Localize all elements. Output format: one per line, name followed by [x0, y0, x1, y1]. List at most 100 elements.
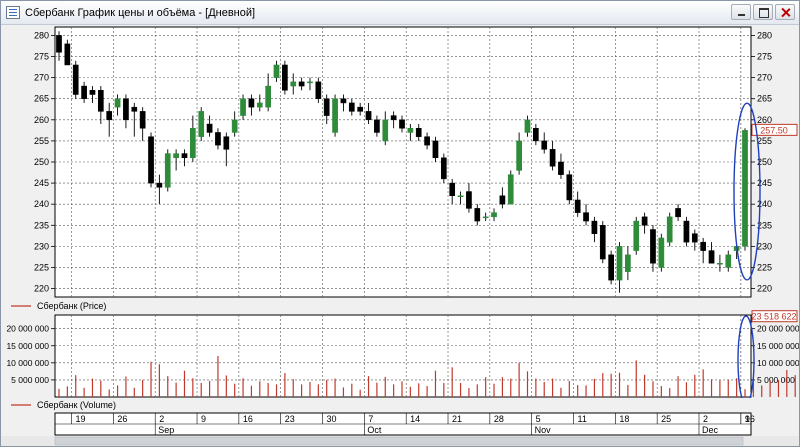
candle[interactable]: [616, 242, 623, 293]
candle[interactable]: [432, 136, 439, 162]
candle[interactable]: [516, 132, 522, 175]
minimize-button[interactable]: [731, 4, 751, 20]
candle[interactable]: [415, 124, 422, 141]
candle[interactable]: [223, 132, 230, 167]
candle[interactable]: [198, 107, 205, 141]
candle[interactable]: [641, 212, 648, 234]
candle[interactable]: [123, 94, 129, 129]
price-tick-label-left: 225: [34, 262, 49, 272]
candlestick-series[interactable]: [56, 31, 748, 293]
volume-bar-series[interactable]: [58, 317, 799, 397]
candle[interactable]: [466, 183, 472, 213]
candle[interactable]: [474, 204, 481, 226]
candle[interactable]: [139, 107, 146, 141]
candle[interactable]: [407, 124, 414, 141]
candle[interactable]: [114, 94, 121, 116]
candle[interactable]: [323, 94, 330, 125]
candle[interactable]: [290, 73, 297, 95]
candle[interactable]: [231, 111, 238, 137]
candle[interactable]: [658, 233, 665, 272]
candle[interactable]: [625, 246, 631, 281]
scrollbar-thumb[interactable]: [54, 436, 744, 446]
candle[interactable]: [148, 132, 154, 188]
close-button[interactable]: [775, 4, 795, 20]
title-bar[interactable]: Сбербанк График цены и объёма - [Дневной…: [1, 1, 799, 25]
candle[interactable]: [131, 102, 138, 137]
candle[interactable]: [240, 94, 246, 120]
candle[interactable]: [348, 98, 355, 116]
maximize-button[interactable]: [753, 4, 773, 20]
candle[interactable]: [256, 94, 263, 112]
candle[interactable]: [315, 77, 322, 103]
candle[interactable]: [424, 132, 430, 150]
candle[interactable]: [298, 77, 305, 91]
candle-body-down: [683, 220, 690, 243]
candle[interactable]: [365, 102, 372, 125]
candle[interactable]: [482, 212, 489, 222]
candle[interactable]: [700, 237, 707, 264]
candle[interactable]: [541, 132, 548, 154]
candle[interactable]: [332, 94, 338, 137]
candle[interactable]: [449, 178, 456, 205]
candle[interactable]: [549, 140, 556, 171]
price-volume-chart[interactable]: 280275270265260255250245240235230225220 …: [1, 25, 799, 446]
candle-body-up: [382, 119, 389, 142]
candle[interactable]: [650, 225, 656, 272]
candle[interactable]: [340, 94, 347, 112]
candle-body-up: [725, 254, 732, 268]
candle[interactable]: [708, 242, 715, 264]
candle[interactable]: [173, 149, 179, 171]
candle[interactable]: [382, 111, 389, 146]
time-day-label: 9: [745, 414, 750, 424]
candle[interactable]: [558, 153, 564, 179]
candle[interactable]: [273, 60, 280, 82]
candle[interactable]: [390, 111, 397, 129]
candle[interactable]: [215, 128, 221, 150]
candle[interactable]: [56, 31, 62, 61]
candle[interactable]: [181, 149, 188, 167]
candle[interactable]: [206, 115, 213, 137]
candle[interactable]: [307, 77, 313, 91]
candle[interactable]: [608, 250, 614, 285]
candle[interactable]: [599, 221, 606, 264]
candle[interactable]: [691, 229, 698, 251]
candle[interactable]: [683, 216, 690, 247]
candle[interactable]: [265, 73, 271, 112]
candle[interactable]: [374, 115, 380, 137]
candle[interactable]: [499, 187, 506, 209]
candle[interactable]: [81, 81, 87, 103]
candle[interactable]: [742, 128, 748, 251]
candle[interactable]: [524, 115, 531, 137]
price-tick-label-left: 265: [34, 94, 49, 104]
candle[interactable]: [357, 102, 364, 116]
candle[interactable]: [507, 170, 514, 205]
candle-body-down: [675, 208, 681, 218]
candle[interactable]: [491, 208, 497, 222]
candle[interactable]: [440, 153, 447, 184]
candle[interactable]: [399, 115, 405, 133]
candle[interactable]: [164, 149, 171, 192]
candle-body-up: [114, 98, 121, 108]
candle[interactable]: [566, 170, 573, 205]
candle[interactable]: [64, 39, 71, 66]
candle[interactable]: [574, 191, 581, 217]
candle[interactable]: [106, 102, 113, 137]
candle[interactable]: [156, 174, 163, 205]
candle[interactable]: [717, 254, 723, 272]
candle[interactable]: [72, 60, 79, 99]
candle[interactable]: [533, 124, 539, 146]
candle[interactable]: [725, 250, 732, 272]
candle[interactable]: [666, 212, 673, 247]
candle[interactable]: [583, 204, 589, 226]
candle[interactable]: [282, 60, 288, 95]
candle[interactable]: [457, 191, 464, 205]
candle[interactable]: [248, 94, 255, 116]
candle[interactable]: [633, 216, 640, 255]
candle[interactable]: [190, 115, 196, 162]
candle[interactable]: [97, 86, 104, 125]
candle[interactable]: [675, 204, 681, 222]
candle[interactable]: [89, 86, 96, 103]
candle-body-up: [516, 140, 522, 171]
candle[interactable]: [591, 216, 598, 243]
